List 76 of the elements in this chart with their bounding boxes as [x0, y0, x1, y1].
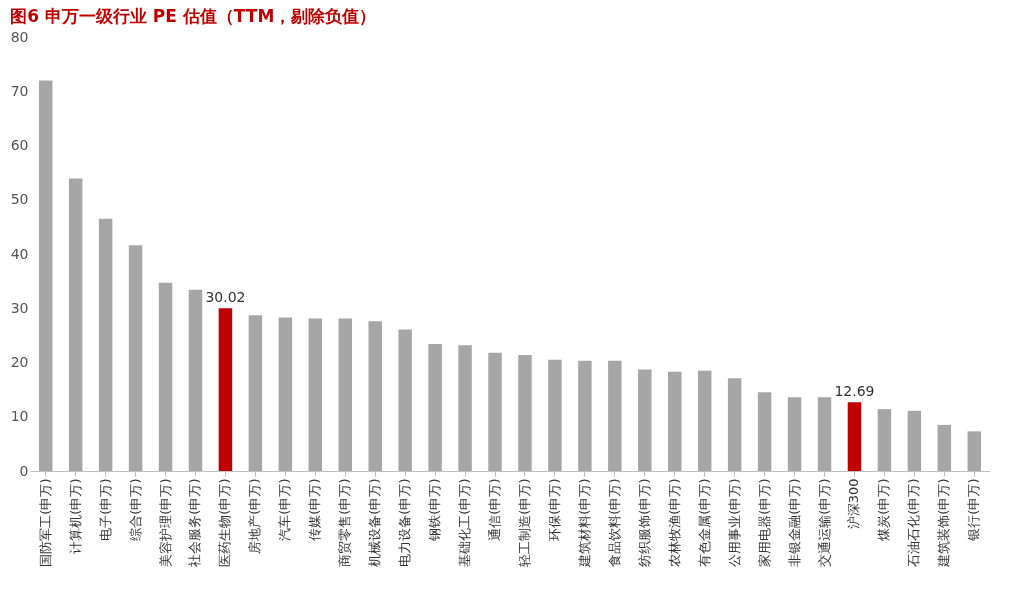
x-tick-label: 沪深300	[846, 478, 862, 530]
bar	[128, 245, 143, 471]
bar	[668, 371, 682, 471]
bar	[608, 360, 622, 471]
x-tick-label: 钢铁(申万)	[427, 478, 443, 542]
bar	[338, 318, 352, 471]
y-tick-label: 40	[10, 245, 29, 262]
x-tick-label: 有色金属(申万)	[696, 478, 712, 567]
x-tick-label: 基础化工(申万)	[457, 478, 473, 567]
x-tick-label: 银行(申万)	[966, 478, 982, 542]
x-tick-label: 家用电器(申万)	[756, 478, 772, 567]
x-tick-label: 非银金融(申万)	[786, 478, 802, 567]
x-tick-label: 公用事业(申万)	[726, 478, 742, 567]
x-tick-label: 房地产(申万)	[247, 478, 263, 554]
bar	[188, 289, 203, 471]
bar	[847, 402, 862, 471]
x-tick-label: 建筑装饰(申万)	[936, 478, 952, 568]
y-tick-label: 80	[10, 28, 29, 45]
bar	[967, 431, 982, 471]
bar	[368, 321, 382, 471]
bar	[38, 80, 53, 471]
x-tick-label: 医药生物(申万)	[217, 478, 233, 567]
y-tick-label: 30	[10, 299, 29, 316]
y-tick-label: 50	[10, 191, 29, 208]
chart-title: 图6 申万一级行业 PE 估值（TTM，剔除负值）	[10, 6, 377, 26]
x-tick-label: 电力设备(申万)	[397, 478, 413, 567]
x-tick-label: 建筑材料(申万)	[576, 478, 592, 568]
bar	[488, 352, 502, 471]
y-tick-label: 10	[10, 408, 29, 425]
bar	[727, 378, 742, 471]
bar	[518, 354, 532, 471]
bar	[877, 409, 892, 471]
y-tick-label: 0	[19, 462, 29, 479]
x-tick-label: 商贸零售(申万)	[337, 478, 353, 567]
x-tick-label: 国防军工(申万)	[37, 478, 53, 567]
bar	[638, 369, 652, 471]
bar	[548, 359, 562, 471]
y-tick-label: 60	[10, 137, 29, 153]
bar	[68, 178, 83, 471]
x-tick-label: 汽车(申万)	[277, 478, 293, 541]
x-tick-label: 农林牧渔(申万)	[666, 478, 682, 567]
bar	[428, 344, 442, 471]
x-tick-label: 传媒(申万)	[307, 478, 323, 541]
bar	[398, 329, 412, 471]
x-tick-label: 电子(申万)	[97, 478, 113, 541]
x-tick-label: 食品饮料(申万)	[606, 478, 622, 567]
bar	[817, 397, 832, 471]
x-tick-label: 机械设备(申万)	[367, 478, 383, 567]
x-tick-label: 社会服务(申万)	[187, 478, 203, 567]
x-tick-label: 环保(申万)	[546, 478, 562, 541]
bar	[578, 360, 592, 471]
bar	[907, 410, 922, 471]
y-tick-label: 70	[10, 82, 29, 99]
x-tick-label: 石油石化(申万)	[906, 478, 922, 567]
bar	[158, 282, 173, 471]
x-tick-label: 综合(申万)	[127, 478, 143, 541]
bar	[757, 392, 772, 471]
data-label: 30.02	[205, 289, 246, 306]
x-tick-label: 美容护理(申万)	[157, 478, 173, 567]
bar	[98, 218, 113, 471]
bar	[697, 370, 712, 471]
bar	[787, 397, 802, 471]
bar	[937, 424, 952, 471]
bar	[308, 318, 323, 471]
x-tick-label: 纺织服饰(申万)	[636, 478, 652, 567]
x-tick-label: 煤炭(申万)	[876, 478, 892, 541]
y-tick-label: 20	[10, 354, 29, 370]
data-label: 12.69	[834, 383, 875, 400]
x-tick-label: 交通运输(申万)	[816, 478, 832, 567]
x-tick-label: 轻工制造(申万)	[516, 478, 532, 567]
bar	[278, 317, 293, 471]
x-tick-label: 通信(申万)	[487, 478, 503, 541]
bar	[458, 345, 472, 471]
bar	[248, 315, 263, 471]
bar	[218, 308, 233, 471]
x-tick-label: 计算机(申万)	[67, 478, 83, 554]
